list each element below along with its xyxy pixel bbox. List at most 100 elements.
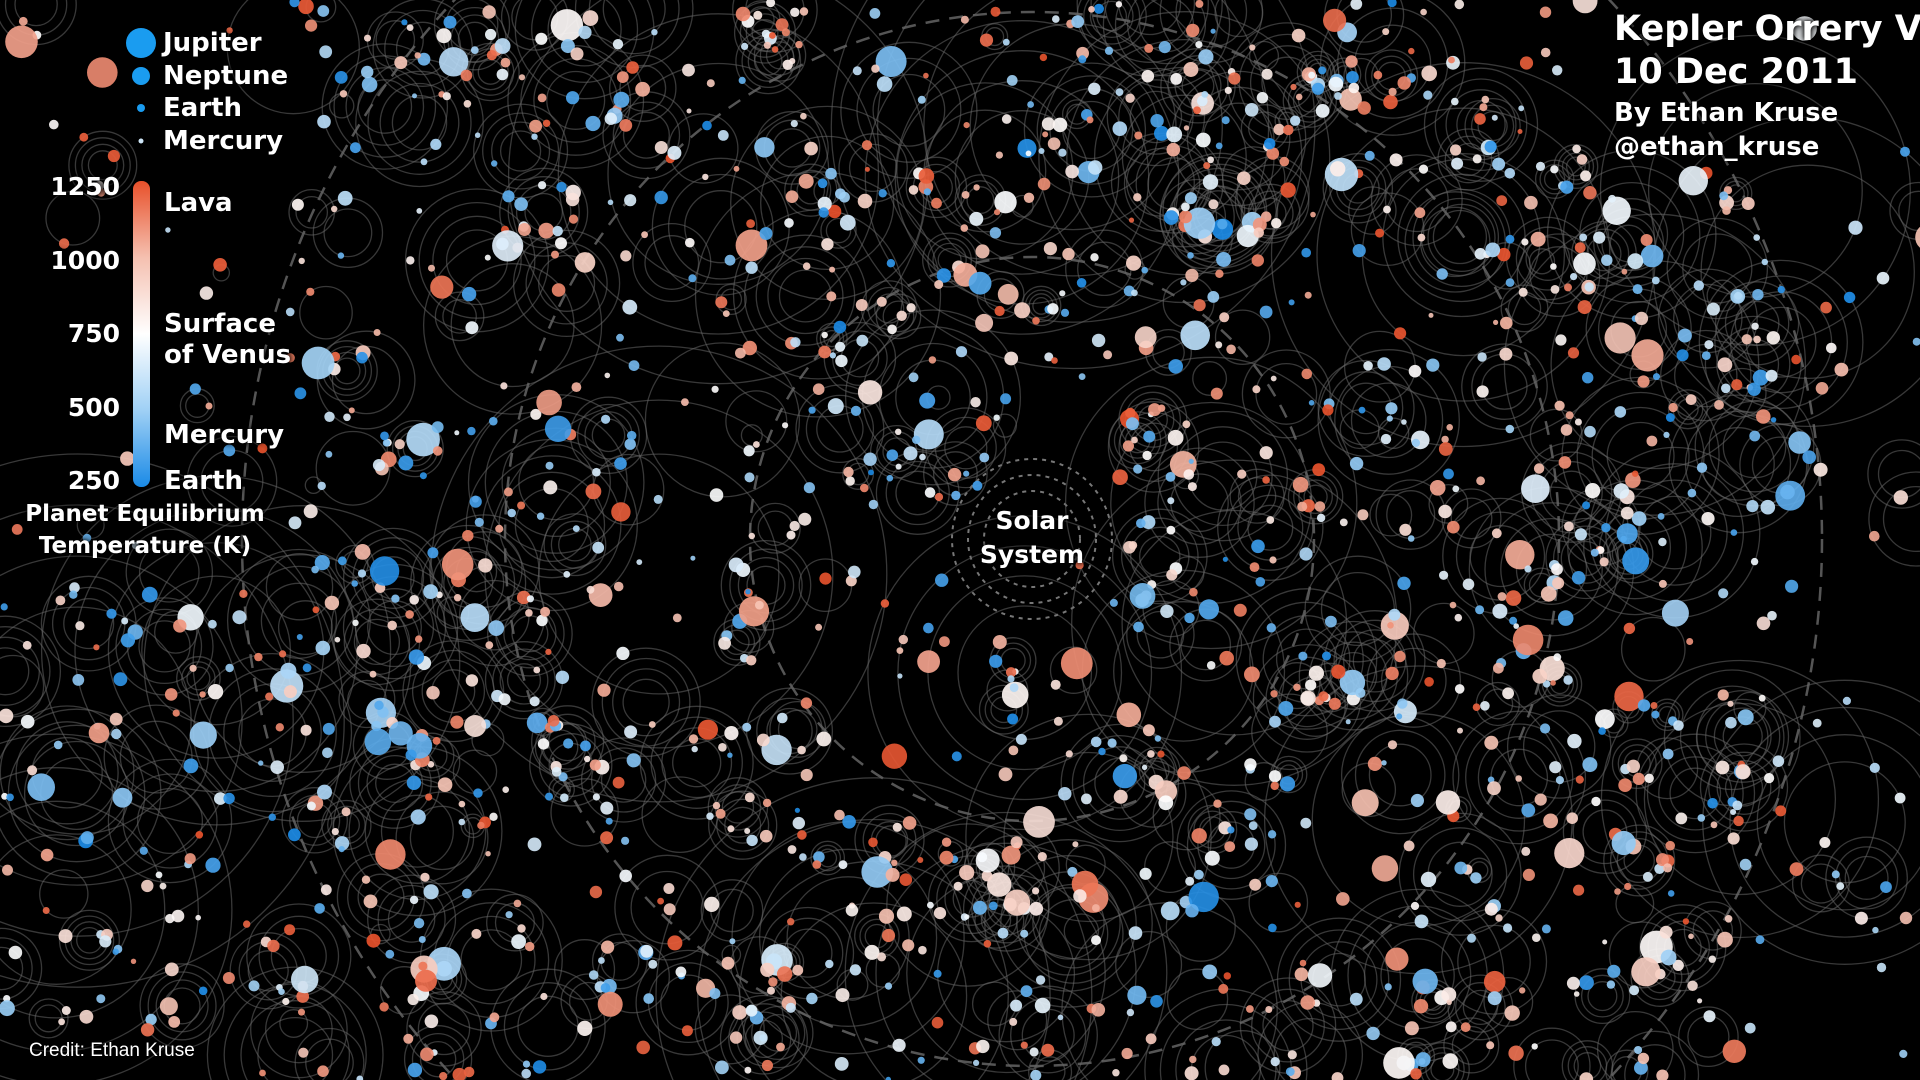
planet: [988, 901, 998, 911]
planet: [551, 250, 559, 259]
planet: [1550, 680, 1556, 686]
planet: [1262, 476, 1270, 484]
planet: [1564, 283, 1572, 292]
planet: [82, 533, 92, 543]
planet: [1497, 247, 1511, 262]
planet: [1160, 604, 1174, 618]
planet: [489, 1012, 500, 1023]
planet: [1487, 991, 1502, 1006]
orbit: [641, 776, 719, 854]
orbit: [728, 1003, 800, 1075]
planet: [1685, 394, 1697, 405]
planet: [1819, 837, 1831, 848]
planet: [979, 452, 990, 463]
planet: [301, 346, 335, 380]
orbit: [1288, 929, 1390, 1031]
planet: [903, 446, 918, 461]
orbit: [840, 41, 978, 179]
planet: [875, 46, 907, 77]
planet: [1154, 780, 1178, 803]
planet: [1566, 812, 1578, 824]
planet: [291, 965, 319, 994]
orbit: [7, 724, 146, 863]
planet: [495, 524, 504, 533]
planet: [1492, 157, 1506, 171]
orbit: [1038, 899, 1109, 969]
planet: [356, 1075, 364, 1080]
planet: [1521, 474, 1550, 504]
planet: [374, 700, 384, 710]
planet: [474, 517, 484, 527]
planet: [1522, 868, 1535, 882]
planet: [1249, 878, 1262, 891]
planet: [426, 686, 440, 700]
planet: [531, 133, 538, 140]
orbit: [550, 778, 619, 847]
orbit: [1186, 86, 1291, 191]
planet: [1703, 1010, 1716, 1023]
planet: [1813, 462, 1828, 477]
planet: [600, 801, 614, 815]
planet: [1450, 144, 1462, 156]
orbit: [1175, 1019, 1277, 1080]
planet: [845, 476, 855, 486]
planet: [348, 407, 355, 414]
planet: [1767, 610, 1777, 621]
planet: [1532, 933, 1541, 942]
orbit: [1800, 863, 1842, 904]
planet: [753, 10, 763, 20]
planet: [1017, 138, 1037, 158]
planet: [1112, 121, 1128, 136]
planet: [1293, 683, 1301, 691]
planet: [1000, 393, 1012, 405]
planet: [61, 1006, 71, 1015]
orbit: [1430, 1057, 1455, 1080]
planet: [746, 834, 758, 847]
planet: [1421, 65, 1437, 82]
planet: [361, 65, 374, 79]
planet: [1336, 892, 1350, 906]
planet: [1775, 805, 1787, 817]
planet: [619, 119, 633, 132]
planet: [1148, 403, 1162, 417]
planet: [547, 715, 560, 727]
planet: [878, 189, 887, 198]
planet: [1441, 435, 1449, 444]
planet: [1197, 95, 1208, 107]
orbit: [87, 150, 118, 181]
planet: [1136, 518, 1146, 529]
orbit: [0, 654, 45, 718]
planet: [1010, 999, 1023, 1012]
planet: [1426, 358, 1440, 372]
orbit: [1180, 619, 1232, 671]
orbit: [450, 14, 500, 64]
orbit: [1240, 183, 1301, 244]
planet: [1183, 62, 1199, 77]
planet: [1357, 509, 1369, 521]
planet: [777, 966, 793, 982]
planet: [1731, 379, 1743, 391]
planet: [1555, 334, 1567, 346]
planet: [1076, 46, 1089, 60]
planet: [1299, 959, 1307, 967]
planet: [514, 197, 528, 211]
orbit: [1160, 48, 1236, 124]
planet: [607, 199, 614, 206]
planet: [1001, 845, 1021, 865]
orbit: [1275, 628, 1338, 690]
planet: [1441, 987, 1457, 1003]
orbit: [295, 195, 329, 229]
planet: [612, 776, 625, 789]
planet: [1008, 745, 1019, 756]
planet: [306, 801, 316, 811]
planet: [317, 481, 326, 491]
planet: [369, 556, 400, 586]
planet: [517, 924, 526, 933]
planet: [53, 740, 63, 750]
planet: [838, 860, 848, 870]
planet: [619, 869, 632, 883]
planet: [1843, 291, 1856, 304]
scale-title: Planet Equilibrium Temperature (K): [25, 501, 265, 560]
planet: [1308, 71, 1316, 79]
planet: [1721, 383, 1731, 394]
